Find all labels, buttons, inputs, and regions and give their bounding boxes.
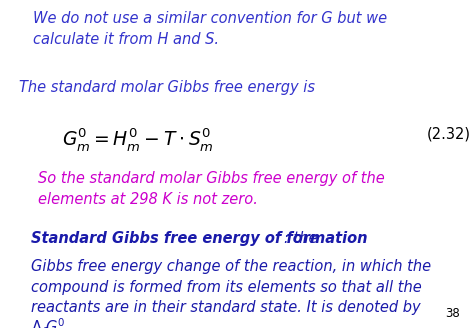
Text: : the: : the xyxy=(284,231,318,246)
Text: Gibbs free energy change of the reaction, in which the
compound is formed from i: Gibbs free energy change of the reaction… xyxy=(31,259,431,315)
Text: (2.32): (2.32) xyxy=(427,126,471,141)
Text: Standard Gibbs free energy of formation: Standard Gibbs free energy of formation xyxy=(31,231,367,246)
Text: The standard molar Gibbs free energy is: The standard molar Gibbs free energy is xyxy=(19,80,315,95)
Text: 38: 38 xyxy=(445,307,460,320)
Text: So the standard molar Gibbs free energy of the
elements at 298 K is not zero.: So the standard molar Gibbs free energy … xyxy=(38,171,385,207)
Text: $G_m^0 = H_m^0 - T \cdot S_m^0$: $G_m^0 = H_m^0 - T \cdot S_m^0$ xyxy=(62,126,213,153)
Text: $\it{\Delta}_f G^0$.: $\it{\Delta}_f G^0$. xyxy=(31,317,70,328)
Text: We do not use a similar convention for G but we
calculate it from H and S.: We do not use a similar convention for G… xyxy=(33,11,387,47)
